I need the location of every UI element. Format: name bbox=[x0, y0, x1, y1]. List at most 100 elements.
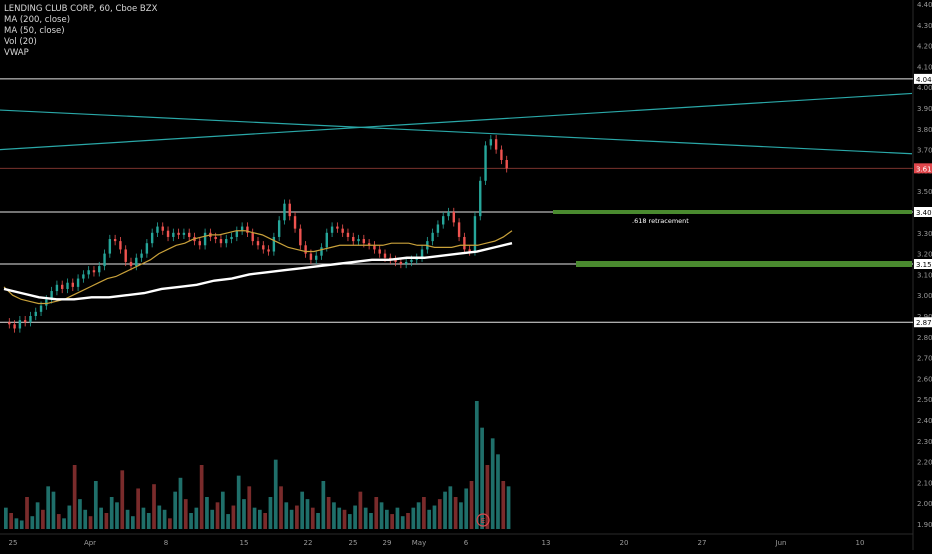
volume-bar bbox=[88, 516, 93, 529]
x-tick-label: 15 bbox=[240, 539, 249, 547]
indicator-ma200[interactable]: MA (200, close) bbox=[4, 15, 71, 25]
volume-bar bbox=[41, 509, 45, 529]
candle-body bbox=[309, 253, 313, 260]
volume-bar bbox=[120, 470, 125, 529]
volume-bar bbox=[490, 438, 495, 529]
candle-body bbox=[23, 320, 27, 323]
volume-bar bbox=[78, 499, 82, 529]
candle-body bbox=[272, 236, 276, 252]
volume-bar bbox=[194, 507, 199, 529]
candle-body bbox=[341, 228, 344, 233]
trendline bbox=[0, 92, 913, 151]
volume-bar bbox=[220, 491, 225, 529]
y-tick-label: 2.40 bbox=[917, 417, 932, 425]
volume-bar bbox=[131, 516, 135, 529]
candle-body bbox=[13, 324, 16, 329]
volume-bar bbox=[205, 497, 209, 529]
volume-bar bbox=[4, 507, 8, 529]
y-tick-label: 2.10 bbox=[917, 479, 932, 487]
volume-bar bbox=[496, 454, 500, 529]
candle-body bbox=[283, 203, 286, 221]
candle-body bbox=[240, 226, 244, 231]
candle-body bbox=[113, 239, 117, 242]
candle-body bbox=[92, 270, 96, 273]
volume-bar bbox=[72, 465, 77, 529]
volume-bar bbox=[464, 488, 469, 529]
x-tick-label: May bbox=[412, 539, 426, 547]
zone-618 bbox=[553, 210, 912, 214]
candle-body bbox=[198, 241, 201, 246]
volume-bar bbox=[469, 481, 474, 529]
candle-body bbox=[457, 222, 461, 237]
candle-body bbox=[479, 180, 482, 217]
y-tick-label: 3.30 bbox=[917, 230, 932, 238]
candle-body bbox=[145, 243, 149, 254]
level-label-bg bbox=[914, 317, 932, 328]
candle-body bbox=[156, 226, 159, 233]
candle-body bbox=[330, 226, 334, 233]
y-tick-label: 2.80 bbox=[917, 334, 932, 342]
volume-bar bbox=[93, 481, 98, 529]
volume-bar bbox=[321, 481, 326, 529]
candle-body bbox=[494, 139, 498, 150]
volume-bar bbox=[67, 505, 72, 529]
volume-bar bbox=[125, 509, 130, 529]
candle-body bbox=[166, 230, 170, 237]
volume-bar bbox=[215, 502, 220, 529]
indicator-vwap[interactable]: VWAP bbox=[4, 48, 29, 58]
candle-body bbox=[29, 316, 32, 323]
candle-body bbox=[108, 239, 112, 254]
volume-bar bbox=[310, 507, 315, 529]
candle-body bbox=[34, 311, 37, 316]
volume-bar bbox=[51, 491, 56, 529]
last-price-label: 3.61 bbox=[916, 165, 932, 173]
volume-bar bbox=[226, 514, 230, 529]
volume-bar bbox=[284, 502, 289, 529]
level-label-bg bbox=[914, 259, 932, 269]
level-label: 2.87 bbox=[916, 319, 932, 327]
candle-body bbox=[505, 160, 508, 169]
candle-body bbox=[394, 259, 397, 262]
x-tick-label: 25 bbox=[349, 539, 358, 547]
volume-bar bbox=[236, 475, 241, 529]
candle-body bbox=[256, 241, 260, 246]
chart-title: LENDING CLUB CORP, 60, Cboe BZX bbox=[4, 4, 158, 14]
candle-body bbox=[251, 232, 254, 242]
candle-body bbox=[188, 232, 191, 237]
indicator-ma50[interactable]: MA (50, close) bbox=[4, 26, 65, 36]
candle-body bbox=[177, 232, 180, 235]
y-tick-label: 4.10 bbox=[917, 63, 932, 71]
volume-bar bbox=[432, 505, 437, 529]
volume-bar bbox=[295, 505, 299, 529]
candle-body bbox=[404, 261, 408, 264]
candle-body bbox=[362, 239, 366, 244]
volume-bar bbox=[427, 509, 432, 529]
volume-bar bbox=[141, 507, 146, 529]
candle-body bbox=[346, 232, 350, 237]
volume-bar bbox=[173, 491, 178, 529]
volume-bar bbox=[474, 401, 479, 529]
volume-bar bbox=[183, 499, 188, 529]
indicator-volume[interactable]: Vol (20) bbox=[4, 37, 37, 47]
volume-bar bbox=[189, 513, 193, 529]
x-tick-label: 29 bbox=[383, 539, 392, 547]
ma50-line bbox=[3, 230, 513, 305]
y-tick-label: 2.20 bbox=[917, 459, 932, 467]
volume-bar bbox=[443, 491, 447, 529]
candle-body bbox=[182, 232, 186, 235]
level-label-bg bbox=[914, 207, 932, 217]
y-tick-label: 3.80 bbox=[917, 126, 932, 134]
candle-body bbox=[420, 249, 424, 258]
y-tick-label: 2.30 bbox=[917, 438, 932, 446]
candle-body bbox=[357, 239, 360, 242]
candle-body bbox=[293, 216, 297, 229]
volume-bar bbox=[152, 484, 156, 529]
earnings-marker-circle bbox=[476, 513, 490, 527]
volume-bar bbox=[162, 509, 167, 529]
candle-body bbox=[500, 149, 503, 160]
volume-bar bbox=[231, 505, 236, 529]
volume-bar bbox=[242, 499, 246, 529]
candle-body bbox=[18, 320, 22, 329]
